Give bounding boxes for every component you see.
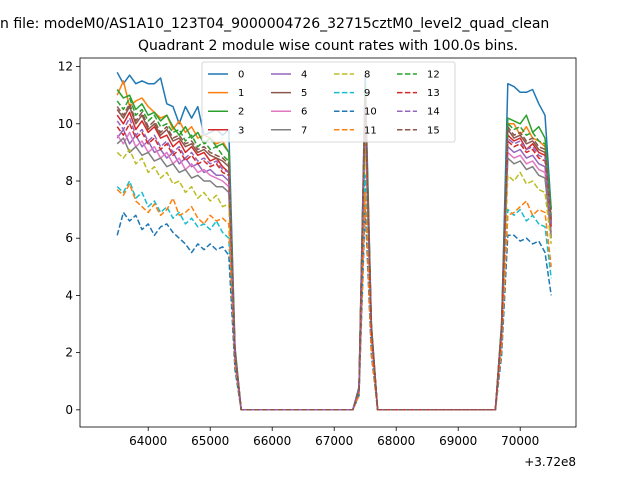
legend-label-6: 6 — [301, 107, 307, 118]
y-tick-label: 4 — [65, 288, 73, 302]
legend-label-7: 7 — [301, 125, 307, 136]
series-line-10 — [116, 205, 552, 411]
x-tick-label: 65000 — [191, 434, 229, 448]
y-axis: 0 2 4 6 8 10 12 — [58, 60, 80, 417]
legend-label-10: 10 — [364, 107, 377, 118]
suptitle: n file: modeM0/AS1A10_123T04_9000004726_… — [0, 16, 549, 32]
y-tick-label: 0 — [65, 403, 73, 417]
chart-title: Quadrant 2 module wise count rates with … — [138, 38, 518, 54]
series-line-9 — [116, 174, 552, 411]
legend-label-11: 11 — [364, 125, 377, 136]
legend-label-3: 3 — [238, 125, 244, 136]
legend-label-13: 13 — [427, 88, 440, 99]
x-tick-label: 67000 — [315, 434, 353, 448]
x-tick-label: 66000 — [253, 434, 291, 448]
legend-label-2: 2 — [238, 107, 244, 118]
y-tick-label: 6 — [65, 231, 73, 245]
legend-label-8: 8 — [364, 70, 370, 81]
y-tick-label: 12 — [58, 60, 73, 74]
x-offset-label: +3.72e8 — [524, 455, 576, 469]
series-line-15 — [116, 94, 552, 411]
x-tick-label: 68000 — [377, 434, 415, 448]
legend-label-14: 14 — [427, 107, 440, 118]
plot-frame — [79, 57, 577, 428]
y-tick-label: 8 — [65, 174, 73, 188]
legend-box — [201, 61, 456, 143]
series-line-8 — [116, 134, 552, 411]
y-tick-label: 10 — [58, 117, 73, 131]
x-tick-label: 69000 — [439, 434, 477, 448]
series-layer — [116, 71, 552, 411]
legend-label-5: 5 — [301, 88, 307, 99]
x-tick-label: 64000 — [129, 434, 167, 448]
series-line-4 — [116, 108, 552, 411]
legend-label-9: 9 — [364, 88, 370, 99]
legend-label-0: 0 — [238, 70, 244, 81]
legend-label-1: 1 — [238, 88, 244, 99]
series-line-14 — [116, 103, 552, 411]
legend-label-4: 4 — [301, 70, 307, 81]
series-line-13 — [116, 105, 552, 411]
series-line-7 — [116, 123, 552, 411]
legend-label-15: 15 — [427, 125, 440, 136]
legend-label-12: 12 — [427, 70, 440, 81]
y-tick-label: 2 — [65, 346, 73, 360]
x-axis: 64000 65000 66000 67000 68000 69000 70000 — [129, 427, 539, 448]
series-line-3 — [116, 100, 552, 411]
x-tick-label: 70000 — [501, 434, 539, 448]
